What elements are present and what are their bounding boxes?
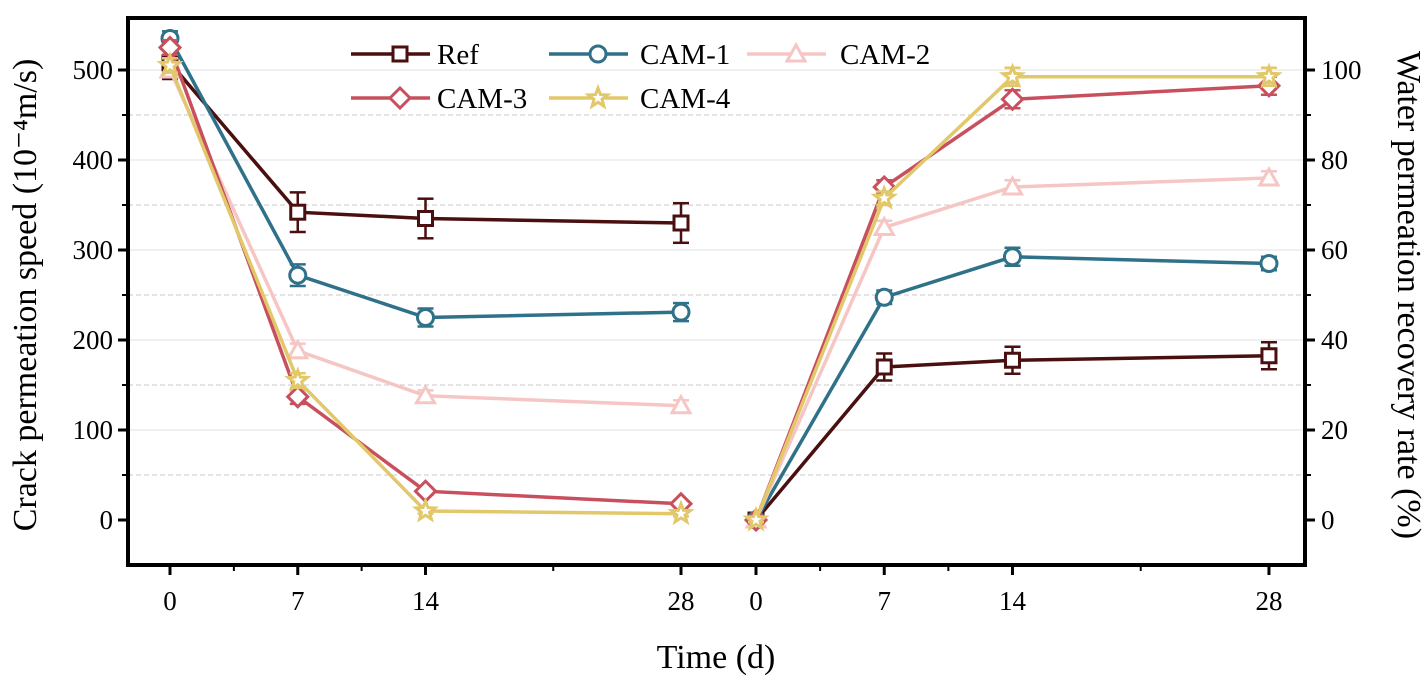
data-point-cam-3 xyxy=(1000,87,1025,112)
data-point-cam-4 xyxy=(742,505,770,532)
data-point-cam-1 xyxy=(1002,247,1022,267)
legend-marker-cam-1 xyxy=(549,44,628,64)
x-tick-label: 7 xyxy=(291,586,305,616)
legend-symbol xyxy=(784,41,808,63)
series-line-ref-left xyxy=(168,61,682,225)
data-point-ref xyxy=(289,203,307,221)
legend-item-ref: Ref xyxy=(351,39,479,71)
series-line-cam-2-left xyxy=(168,69,682,408)
legend-item-cam-2: CAM-2 xyxy=(747,39,930,71)
series-line-cam-1-left xyxy=(168,37,682,320)
series-line-ref-right xyxy=(754,354,1270,522)
series-line-cam-1-right xyxy=(754,255,1270,521)
legend-item-cam-4: CAM-4 xyxy=(549,83,731,115)
legend-symbol xyxy=(584,83,612,110)
data-point-cam-4 xyxy=(1255,62,1283,89)
y-left-tick-label: 400 xyxy=(73,145,114,175)
x-tick-label: 14 xyxy=(412,586,440,616)
legend-marker-cam-4 xyxy=(549,83,628,110)
legend-label-cam-2: CAM-2 xyxy=(840,39,930,71)
y-left-tick-label: 500 xyxy=(73,55,114,85)
data-point-cam-4 xyxy=(667,499,695,526)
data-point-cam-2 xyxy=(1000,174,1025,196)
y-right-tick-label: 100 xyxy=(1321,55,1362,85)
y-right-tick-label: 40 xyxy=(1321,325,1348,355)
legend-label-cam-1: CAM-1 xyxy=(640,39,730,71)
series-cam-4 xyxy=(156,51,1283,532)
data-point-ref xyxy=(875,358,893,376)
x-tick-label: 0 xyxy=(749,586,763,616)
series-line-cam-3-right xyxy=(754,84,1270,521)
y-right-tick-label: 80 xyxy=(1321,145,1348,175)
data-point-cam-4 xyxy=(156,51,184,78)
data-point-cam-2 xyxy=(286,338,310,360)
data-point-cam-4 xyxy=(998,62,1027,89)
legend-symbol xyxy=(588,44,608,64)
data-point-cam-1 xyxy=(874,287,894,307)
data-point-cam-2 xyxy=(1257,165,1281,187)
y-right-tick-label: 0 xyxy=(1321,505,1335,535)
y-left-tick-label: 0 xyxy=(100,505,114,535)
y-left-tick-label: 300 xyxy=(73,235,114,265)
legend-symbol xyxy=(387,85,413,111)
legend: Ref CAM-1 CAM-2 CAM-3 CAM-4 xyxy=(351,39,930,115)
y-right-tick-label: 20 xyxy=(1321,415,1348,445)
data-point-ref xyxy=(1003,351,1021,369)
data-point-cam-1 xyxy=(1259,254,1279,273)
legend-marker-cam-2 xyxy=(747,41,826,63)
x-tick-label: 14 xyxy=(999,586,1027,616)
y-left-tick-label: 100 xyxy=(73,415,114,445)
data-point-cam-1 xyxy=(671,302,691,322)
legend-item-cam-3: CAM-3 xyxy=(351,83,527,115)
data-point-cam-2 xyxy=(413,383,438,405)
series-line-cam-3-left xyxy=(168,46,682,506)
x-tick-label: 28 xyxy=(668,586,695,616)
x-tick-label: 7 xyxy=(877,586,891,616)
data-point-cam-4 xyxy=(411,496,440,523)
data-point-cam-2 xyxy=(872,215,896,236)
data-point-cam-1 xyxy=(288,265,308,285)
data-point-cam-1 xyxy=(416,308,435,327)
x-tick-label: 28 xyxy=(1255,586,1282,616)
y-axis-left-title: Crack permeation speed (10⁻⁴m/s) xyxy=(7,59,44,532)
data-point-cam-3 xyxy=(285,384,310,409)
series-line-cam-4-right xyxy=(754,75,1269,521)
series-cam-2 xyxy=(158,57,1281,529)
legend-label-cam-3: CAM-3 xyxy=(437,83,527,115)
legend-marker-ref xyxy=(351,45,430,63)
y-left-tick-label: 200 xyxy=(73,325,114,355)
legend-label-ref: Ref xyxy=(437,39,479,71)
legend-marker-cam-3 xyxy=(351,85,430,111)
plot-frame xyxy=(126,16,1307,567)
data-point-ref xyxy=(1260,347,1278,365)
axes: 0 100 200 300 400 500 0 20 40 60 80 100 0 7 14 28 0 7 14 28 xyxy=(73,16,1362,616)
y-axis-right-title: Water permeation recovery rate (%) xyxy=(1390,51,1423,539)
grid-lines xyxy=(128,69,1305,476)
data-point-cam-4 xyxy=(284,366,312,393)
series-line-cam-2-right xyxy=(754,176,1270,521)
x-axis-title: Time (d) xyxy=(657,639,776,676)
legend-item-cam-1: CAM-1 xyxy=(549,39,730,71)
data-point-ref xyxy=(417,210,434,227)
legend-label-cam-4: CAM-4 xyxy=(640,83,731,115)
legend-symbol xyxy=(391,45,409,63)
data-point-cam-4 xyxy=(870,183,898,210)
series-layer xyxy=(156,29,1283,533)
series-line-cam-4-left xyxy=(168,64,682,516)
data-point-ref xyxy=(672,214,690,232)
y-right-tick-label: 60 xyxy=(1321,235,1348,265)
x-tick-label: 0 xyxy=(163,586,177,616)
data-point-cam-2 xyxy=(669,393,693,415)
